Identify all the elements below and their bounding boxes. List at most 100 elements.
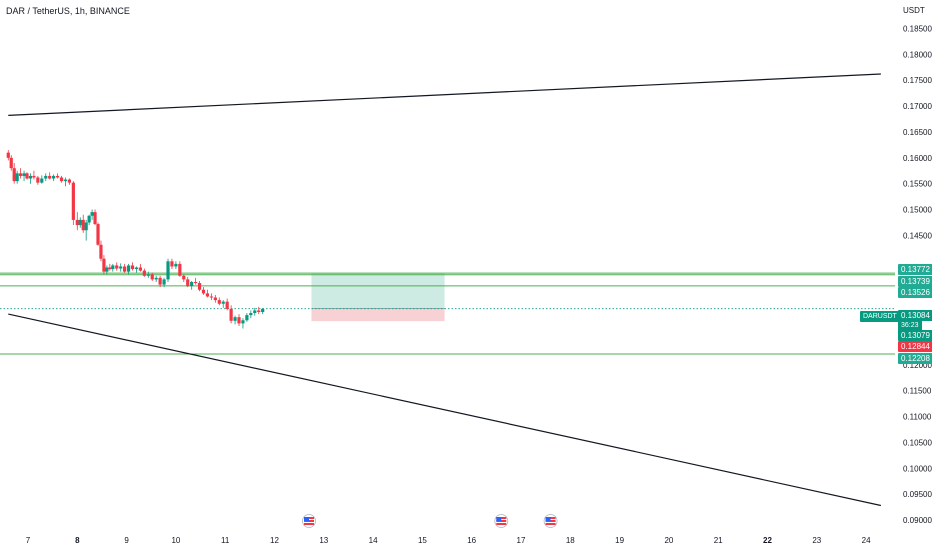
- candle-body: [71, 182, 75, 220]
- candle-body: [245, 315, 249, 321]
- profit-zone: [311, 273, 445, 309]
- price-tick-label: 0.15000: [903, 206, 932, 215]
- candle-body: [150, 274, 154, 280]
- candle-body: [201, 289, 206, 294]
- candle-body: [197, 283, 202, 290]
- candle-body: [138, 267, 143, 271]
- currency-label: USDT: [903, 6, 925, 15]
- us-flag-icon: [494, 514, 509, 528]
- candle-body: [108, 267, 112, 270]
- candle-body: [87, 215, 91, 223]
- trendline: [8, 73, 881, 116]
- candle-body: [225, 301, 229, 309]
- candle-body: [78, 219, 82, 226]
- price-tick-label: 0.16000: [903, 154, 932, 163]
- candle-body: [52, 175, 56, 179]
- time-tick-label: 8: [75, 536, 80, 545]
- price-tick-label: 0.16500: [903, 128, 932, 137]
- time-axis: 7 8 9 10 11 12 13 14 15 16 17 18 19 20 21 22 23 24: [26, 536, 871, 545]
- candle-body: [102, 258, 106, 272]
- time-tick-label: 11: [221, 536, 230, 545]
- candle-body: [81, 219, 85, 231]
- time-tick-label: 24: [862, 536, 871, 545]
- time-tick-label: 18: [566, 536, 575, 545]
- candle-body: [25, 173, 29, 179]
- price-tick-label: 0.14500: [903, 231, 932, 240]
- candle-body: [229, 308, 233, 321]
- candle-body: [32, 175, 36, 178]
- loss-zone: [311, 308, 445, 322]
- price-tick-label: 0.12000: [903, 361, 932, 370]
- candle-body: [253, 310, 257, 314]
- time-tick-label: 12: [270, 536, 279, 545]
- candle-body: [213, 297, 217, 301]
- candle-body: [134, 267, 139, 270]
- candle-body: [59, 177, 64, 182]
- price-tick-label: 0.10000: [903, 464, 932, 473]
- candle-body: [170, 261, 174, 267]
- candle-body: [6, 152, 10, 158]
- time-tick-label: 13: [319, 536, 328, 545]
- candle-body: [22, 173, 26, 176]
- candle-body: [130, 265, 135, 270]
- candle-body: [241, 320, 245, 324]
- price-tick-label: 0.11500: [903, 387, 932, 396]
- candle-body: [55, 175, 60, 178]
- candle-body: [166, 261, 170, 280]
- trendline: [8, 313, 882, 507]
- candle-body: [233, 317, 237, 321]
- price-tick-label: 0.11000: [903, 413, 932, 422]
- price-axis: 0.18500 0.18000 0.17500 0.17000 0.16500 0.160…: [903, 24, 932, 525]
- ticker-tag: DARUSDT: [860, 311, 900, 322]
- candle-body: [111, 265, 115, 270]
- time-tick-label: 22: [763, 536, 772, 545]
- candle-body: [63, 179, 68, 182]
- candle-body: [146, 274, 150, 276]
- candle-body: [190, 281, 194, 287]
- price-tick-label: 0.09000: [903, 516, 932, 525]
- candle-body: [15, 173, 19, 182]
- time-tick-label: 10: [171, 536, 180, 545]
- candle-body: [209, 296, 213, 298]
- us-flag-icon: [543, 514, 558, 528]
- candle-body: [221, 301, 225, 304]
- candle-body: [9, 157, 13, 169]
- candle-body: [115, 265, 119, 269]
- candle-body: [12, 168, 16, 182]
- candle-body: [186, 279, 190, 287]
- time-tick-label: 9: [124, 536, 129, 545]
- candle-body: [126, 265, 131, 272]
- candle-body: [48, 175, 52, 179]
- price-tag-level: 0.13739: [898, 276, 932, 287]
- candle-body: [178, 263, 182, 276]
- candle-body: [90, 212, 94, 216]
- us-flag-icon: [302, 514, 316, 528]
- price-tag-take-profit: 0.13772: [898, 264, 932, 275]
- candle-body: [249, 313, 253, 316]
- price-tag-stop-loss: 0.12844: [898, 341, 932, 352]
- candle-body: [205, 293, 210, 297]
- bar-countdown: 36:23: [898, 321, 922, 331]
- event-markers: [302, 514, 558, 528]
- candle-body: [261, 308, 265, 313]
- price-tick-label: 0.17000: [903, 102, 932, 111]
- candle-body: [93, 212, 97, 225]
- time-tick-label: 19: [615, 536, 624, 545]
- price-tag-level: 0.12208: [898, 353, 932, 364]
- candle-body: [75, 219, 79, 226]
- candle-body: [105, 267, 109, 272]
- time-tick-label: 20: [664, 536, 673, 545]
- time-tick-label: 14: [369, 536, 378, 545]
- candle-body: [217, 300, 221, 304]
- time-tick-label: 15: [418, 536, 427, 545]
- position-zones: [311, 273, 445, 322]
- price-tick-label: 0.09500: [903, 490, 932, 499]
- time-tick-label: 23: [812, 536, 821, 545]
- price-tick-label: 0.18500: [903, 24, 932, 33]
- symbol-title[interactable]: DAR / TetherUS, 1h, BINANCE: [6, 6, 130, 16]
- price-tick-label: 0.10500: [903, 438, 932, 447]
- candle-body: [123, 266, 127, 272]
- candle-body: [28, 175, 33, 179]
- time-tick-label: 16: [467, 536, 476, 545]
